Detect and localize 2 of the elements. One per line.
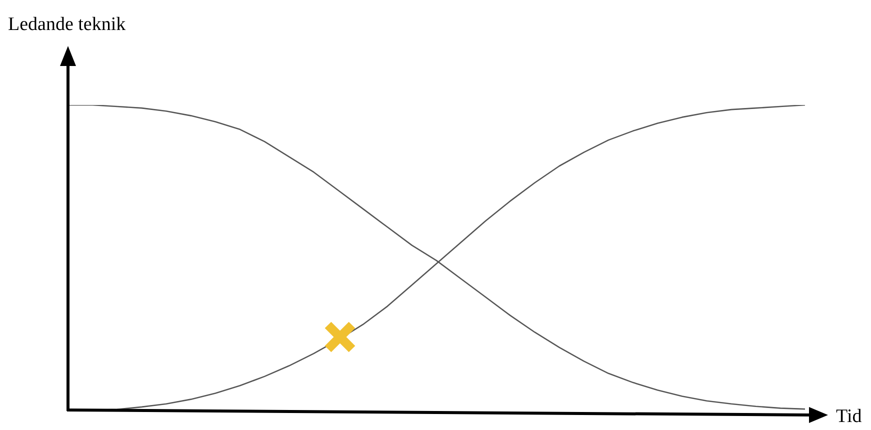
x-axis-title: Tid [836,406,862,428]
y-axis-title: Ledande teknik [8,14,126,36]
